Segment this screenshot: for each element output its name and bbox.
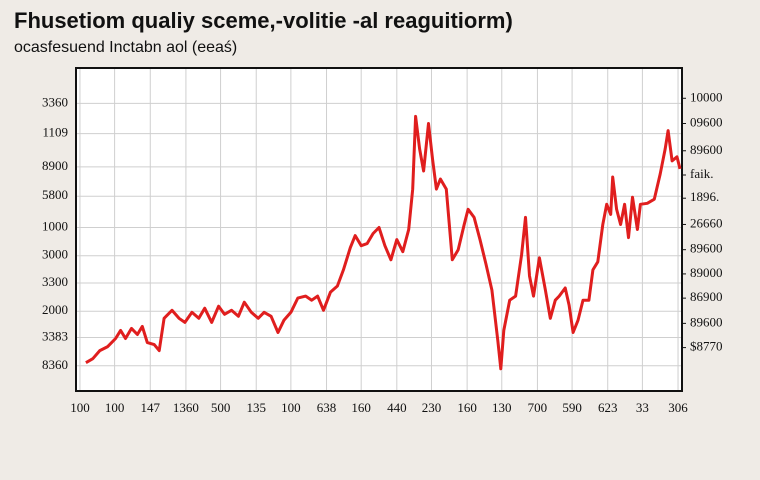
y2-tick-label: 1896. [690,189,719,204]
y2-tick-label: $8770 [690,339,723,354]
y2-tick-label: 86900 [690,289,723,304]
x-tick-label: 100 [105,400,125,415]
x-tick-label: 590 [562,400,582,415]
y-tick-label: 8900 [42,158,68,173]
y-tick-label: 3360 [42,94,68,109]
chart-title: Fhusetiom qualiy sceme,-volitie -al reag… [14,8,513,33]
x-tick-label: 130 [492,400,512,415]
y2-tick-label: 89600 [690,241,723,256]
y-tick-label: 5800 [42,187,68,202]
x-tick-label: 147 [141,400,161,415]
y2-tick-label: 09600 [690,115,723,130]
y-tick-label: 8360 [42,357,68,372]
plot-frame [75,67,683,392]
y-tick-label: 3300 [42,274,68,289]
x-tick-label: 440 [387,400,407,415]
y-tick-label: 3383 [42,328,68,343]
y2-tick-label: 10000 [690,89,723,104]
x-tick-label: 160 [351,400,371,415]
x-tick-label: 100 [281,400,301,415]
y2-tick-label: 89000 [690,265,723,280]
y-tick-label: 2000 [42,302,68,317]
data-line [85,114,682,371]
x-tick-label: 638 [317,400,337,415]
y2-tick-label: 89600 [690,142,723,157]
y-tick-label: 1000 [42,218,68,233]
x-tick-label: 1360 [173,400,199,415]
x-tick-label: 230 [422,400,442,415]
x-tick-label: 700 [528,400,548,415]
y2-tick-label: 26660 [690,215,723,230]
x-tick-label: 623 [598,400,618,415]
x-tick-label: 306 [668,400,688,415]
x-tick-label: 135 [246,400,266,415]
chart-subtitle: ocasfesuend Inctabn aol (eeaś) [14,39,237,56]
x-tick-label: 160 [457,400,477,415]
y2-tick-label: 89600 [690,314,723,329]
x-tick-label: 33 [636,400,649,415]
y-tick-label: 1109 [42,125,68,140]
x-tick-label: 500 [211,400,231,415]
x-tick-label: 100 [70,400,90,415]
y2-tick-label: faik. [690,166,713,181]
y-tick-label: 3000 [42,247,68,262]
